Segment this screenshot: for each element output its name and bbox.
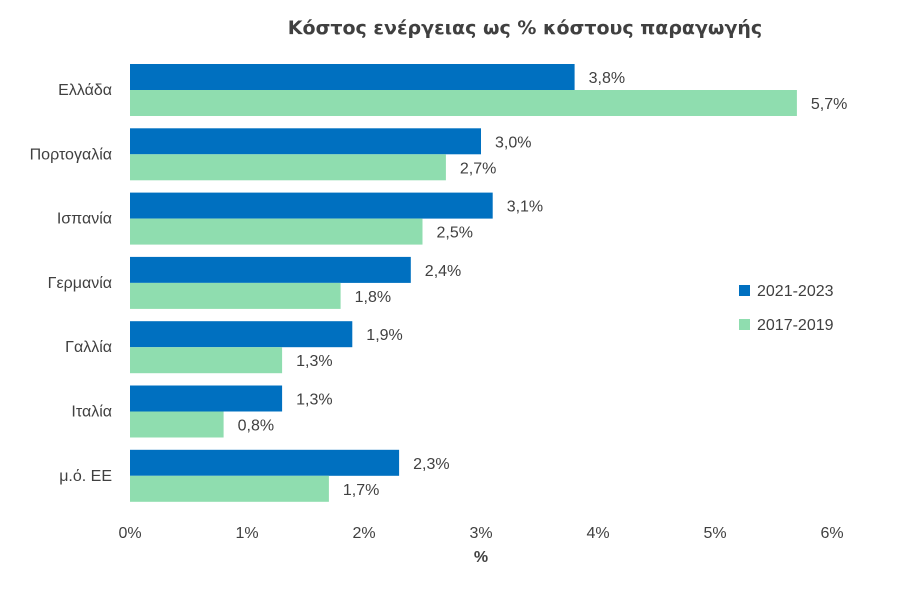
bars-group (130, 64, 797, 502)
legend: 2021-2023 2017-2019 (739, 283, 834, 334)
x-axis-ticks: 0% 1% 2% 3% 4% 5% 6% (118, 525, 843, 542)
data-label: 1,3% (296, 392, 332, 409)
value-labels: 3,8% 5,7% 3,0% 2,7% 3,1% 2,5% 2,4% 1,8% 1,9% 1,3%… (238, 70, 848, 499)
data-label: 3,1% (507, 199, 543, 216)
data-label: 1,9% (366, 327, 402, 344)
bar-series-1 (130, 449, 400, 476)
x-tick-label: 3% (469, 525, 492, 542)
x-tick-label: 0% (118, 525, 141, 542)
bar-series-2 (130, 90, 797, 116)
legend-entry: 2021-2023 (757, 283, 834, 300)
data-label: 2,3% (413, 456, 449, 473)
category-label: Ελλάδα (58, 82, 112, 99)
data-label: 1,8% (355, 289, 391, 306)
legend-entry: 2017-2019 (757, 317, 834, 334)
x-tick-label: 5% (703, 525, 726, 542)
bar-series-2 (130, 475, 329, 502)
bar-series-1 (130, 192, 493, 219)
x-tick-label: 2% (352, 525, 375, 542)
data-label: 1,7% (343, 482, 379, 499)
data-label: 3,0% (495, 134, 531, 151)
bar-series-1 (130, 256, 411, 283)
data-label: 5,7% (811, 96, 847, 113)
legend-swatch (739, 285, 750, 296)
category-label: Γερμανία (48, 275, 112, 292)
x-tick-label: 4% (586, 525, 609, 542)
category-label: Ισπανία (57, 211, 112, 228)
bar-series-1 (130, 64, 575, 90)
bar-series-2 (130, 218, 423, 245)
data-label: 3,8% (589, 70, 625, 87)
data-label: 2,5% (437, 225, 473, 242)
bar-series-2 (130, 154, 446, 181)
chart-title: Κόστος ενέργειας ως % κόστους παραγωγής (288, 17, 762, 39)
data-label: 0,8% (238, 418, 274, 435)
category-label: Γαλλία (65, 339, 112, 356)
x-tick-label: 6% (820, 525, 843, 542)
bar-series-2 (130, 282, 341, 309)
category-labels: Ελλάδα Πορτογαλία Ισπανία Γερμανία Γαλλία Ιτα… (30, 82, 112, 485)
x-axis-label: % (474, 549, 488, 566)
bar-series-1 (130, 128, 481, 155)
x-tick-label: 1% (235, 525, 258, 542)
bar-series-2 (130, 411, 224, 438)
category-label: Πορτογαλία (30, 146, 112, 163)
category-label: μ.ό. ΕΕ (59, 468, 112, 485)
bar-series-1 (130, 385, 283, 412)
bar-series-2 (130, 347, 283, 374)
legend-swatch (739, 319, 750, 330)
bar-series-1 (130, 321, 353, 348)
category-label: Ιταλία (71, 404, 112, 421)
data-label: 1,3% (296, 353, 332, 370)
data-label: 2,7% (460, 160, 496, 177)
data-label: 2,4% (425, 263, 461, 280)
